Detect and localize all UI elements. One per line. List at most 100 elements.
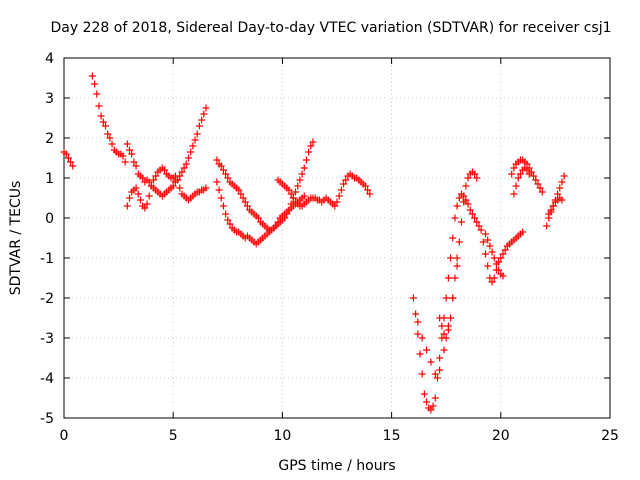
data-point — [510, 164, 518, 172]
data-point — [222, 170, 230, 178]
data-point — [447, 254, 455, 262]
data-point — [414, 318, 422, 326]
data-point — [215, 186, 223, 194]
series-track-10 — [436, 254, 461, 342]
data-point — [123, 140, 131, 148]
series-track-5 — [213, 138, 317, 234]
data-point — [536, 184, 544, 192]
data-point — [226, 220, 234, 228]
data-point — [108, 140, 116, 148]
data-point — [560, 172, 568, 180]
data-point — [241, 198, 249, 206]
data-point — [364, 186, 372, 194]
series-track-9 — [414, 168, 481, 378]
data-point — [97, 112, 105, 120]
data-point — [292, 188, 300, 196]
data-point — [449, 294, 457, 302]
series-track-1 — [60, 148, 77, 170]
data-point — [495, 266, 503, 274]
data-point — [132, 184, 140, 192]
data-point — [176, 184, 184, 192]
data-point — [516, 170, 524, 178]
data-point — [462, 182, 470, 190]
data-point — [239, 194, 247, 202]
data-point — [294, 182, 302, 190]
data-point — [219, 202, 227, 210]
data-point — [523, 160, 531, 168]
data-point — [501, 246, 509, 254]
data-point — [429, 402, 437, 410]
data-point — [302, 156, 310, 164]
data-point — [150, 176, 158, 184]
x-tick-label: 10 — [273, 428, 291, 444]
data-point — [169, 182, 177, 190]
data-point — [123, 202, 131, 210]
data-point — [453, 262, 461, 270]
data-point — [473, 174, 481, 182]
y-tick-label: -2 — [40, 291, 54, 307]
data-point — [488, 248, 496, 256]
data-point — [473, 218, 481, 226]
data-point — [64, 154, 72, 162]
x-tick-label: 15 — [383, 428, 401, 444]
data-point — [93, 90, 101, 98]
data-point — [235, 186, 243, 194]
data-point — [471, 170, 479, 178]
data-point — [477, 226, 485, 234]
x-tick-label: 20 — [492, 428, 510, 444]
data-point — [525, 170, 533, 178]
y-axis-label: SDTVAR / TECUs — [8, 181, 24, 296]
data-point — [418, 370, 426, 378]
data-point — [300, 192, 308, 200]
data-point — [514, 174, 522, 182]
data-point — [414, 330, 422, 338]
series-track-11 — [477, 226, 527, 286]
data-point — [178, 168, 186, 176]
data-point — [490, 254, 498, 262]
data-point — [490, 274, 498, 282]
data-point — [272, 222, 280, 230]
data-point — [530, 172, 538, 180]
data-point — [361, 182, 369, 190]
data-point — [438, 322, 446, 330]
series-track-15 — [543, 172, 568, 230]
series-track-13 — [508, 156, 546, 196]
data-point — [342, 176, 350, 184]
plot-frame — [63, 57, 611, 419]
data-point — [198, 116, 206, 124]
data-point — [444, 326, 452, 334]
data-point — [224, 174, 232, 182]
data-point — [420, 390, 428, 398]
data-point — [219, 166, 227, 174]
data-point — [431, 370, 439, 378]
data-point — [222, 210, 230, 218]
data-point — [510, 190, 518, 198]
data-point — [466, 206, 474, 214]
data-point — [497, 254, 505, 262]
data-point — [254, 214, 262, 222]
series-track-8 — [409, 190, 483, 414]
x-axis-label: GPS time / hours — [278, 458, 395, 474]
data-point — [243, 202, 251, 210]
data-point — [331, 202, 339, 210]
data-point — [340, 180, 348, 188]
data-point — [139, 174, 147, 182]
data-point — [289, 194, 297, 202]
data-point — [99, 118, 107, 126]
data-point — [449, 234, 457, 242]
data-point — [453, 254, 461, 262]
series-track-3 — [123, 104, 210, 200]
y-tick-label: -5 — [40, 411, 54, 427]
data-point — [558, 178, 566, 186]
data-point — [427, 406, 435, 414]
data-point — [556, 184, 564, 192]
data-point — [538, 188, 546, 196]
data-point — [486, 242, 494, 250]
data-point — [88, 72, 96, 80]
data-point — [274, 218, 282, 226]
data-point — [143, 200, 151, 208]
data-point — [543, 222, 551, 230]
data-point — [547, 206, 555, 214]
data-point — [532, 176, 540, 184]
